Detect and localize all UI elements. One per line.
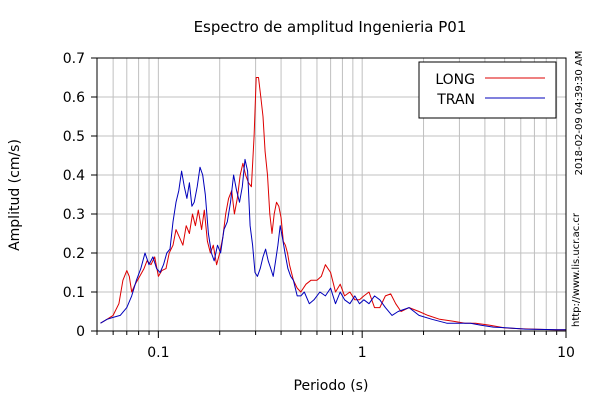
y-tick-label: 0.7 bbox=[63, 51, 85, 67]
legend-label-tran: TRAN bbox=[436, 92, 475, 108]
legend-box bbox=[418, 61, 557, 119]
y-axis-label: Amplitud (cm/s) bbox=[7, 139, 23, 251]
y-tick-label: 0 bbox=[76, 324, 85, 340]
x-tick-label: 0.1 bbox=[147, 345, 169, 361]
chart-title: Espectro de amplitud Ingenieria P01 bbox=[194, 18, 467, 36]
y-tick-label: 0.2 bbox=[63, 246, 85, 262]
y-tick-label: 0.1 bbox=[63, 285, 85, 301]
y-tick-label: 0.5 bbox=[63, 129, 85, 145]
series-layer bbox=[100, 77, 566, 331]
series-line-long bbox=[100, 77, 566, 331]
axis-ticks: 0 0.1 0.2 0.3 0.4 0.5 0.6 0.7 0.1 1 10 bbox=[63, 51, 575, 361]
x-axis-label: Periodo (s) bbox=[294, 378, 369, 394]
x-tick-label: 10 bbox=[557, 345, 575, 361]
plot-frame bbox=[96, 57, 567, 332]
y-tick-label: 0.3 bbox=[63, 207, 85, 223]
y-tick-label: 0.6 bbox=[63, 90, 85, 106]
x-tick-label: 1 bbox=[358, 345, 367, 361]
y-tick-label: 0.4 bbox=[63, 168, 85, 184]
legend: LONG TRAN bbox=[418, 61, 557, 119]
legend-label-long: LONG bbox=[435, 72, 475, 88]
timestamp-text: 2018-02-09 04:39:30 AM bbox=[574, 51, 585, 176]
series-line-tran bbox=[100, 158, 566, 331]
source-url-text: http://www.lis.ucr.ac.cr bbox=[571, 212, 582, 327]
